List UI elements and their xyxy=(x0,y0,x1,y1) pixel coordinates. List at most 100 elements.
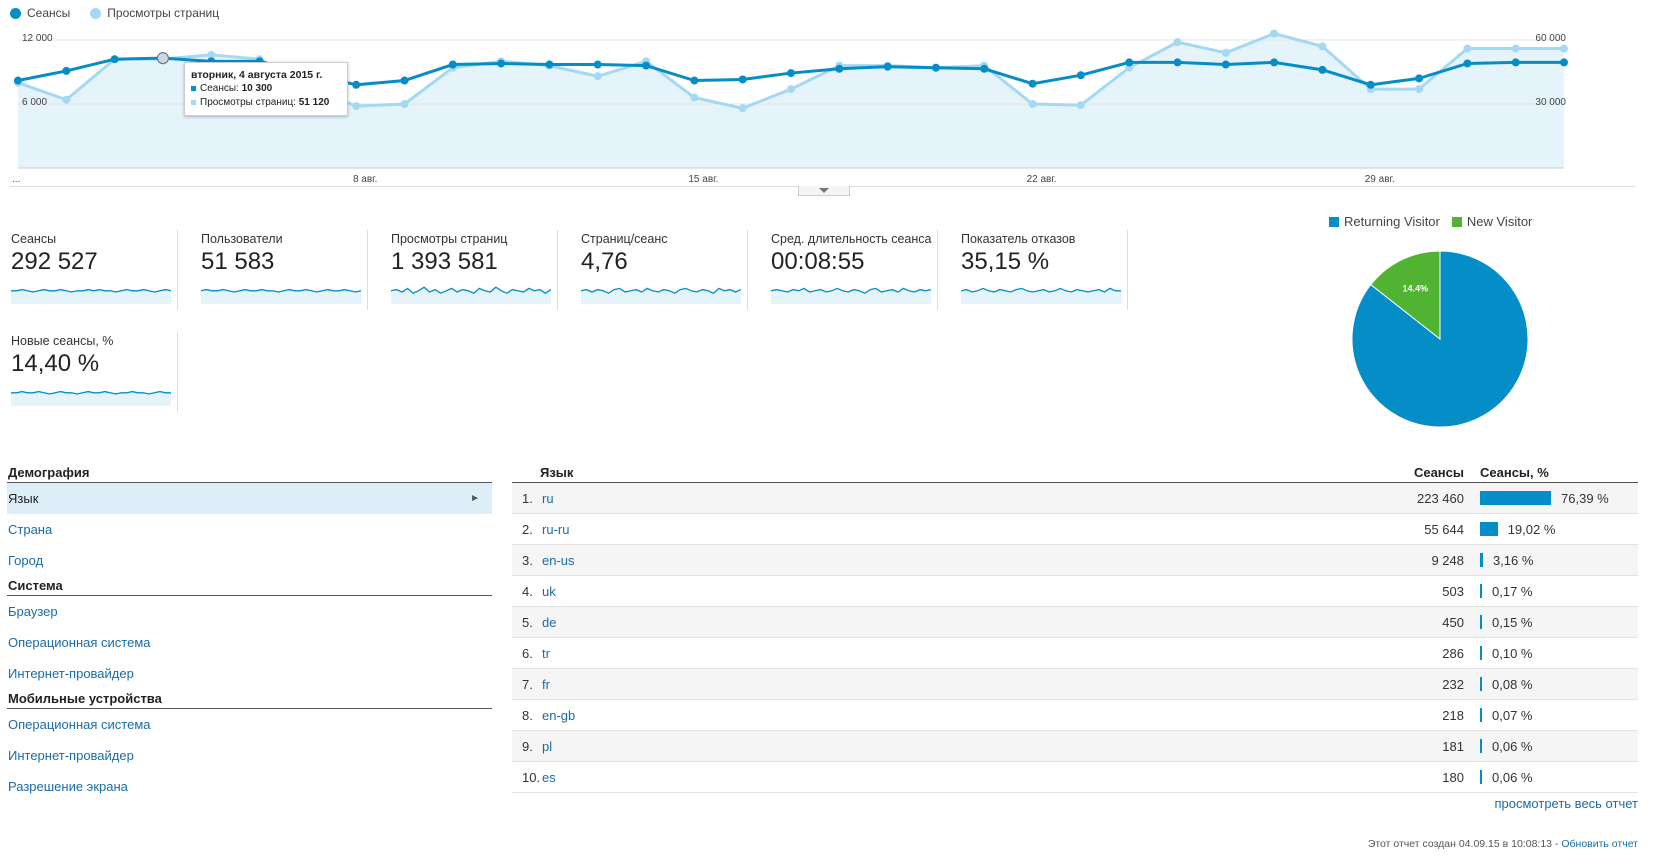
point-sessions-25[interactable] xyxy=(1221,60,1230,69)
row-language-link[interactable]: en-us xyxy=(542,553,575,568)
point-pageviews-30[interactable] xyxy=(1463,44,1472,53)
nav-item-os[interactable]: Операционная система xyxy=(8,635,151,650)
metric-label: Сеансы xyxy=(11,232,57,246)
point-pageviews-7[interactable] xyxy=(352,102,361,111)
point-sessions-1[interactable] xyxy=(62,66,71,75)
nav-item-mobile-isp[interactable]: Интернет-провайдер xyxy=(8,748,134,763)
nav-item-browser[interactable]: Браузер xyxy=(8,604,58,619)
point-pageviews-32[interactable] xyxy=(1560,44,1568,53)
point-sessions-20[interactable] xyxy=(980,64,989,73)
point-sessions-31[interactable] xyxy=(1511,58,1520,67)
point-sessions-23[interactable] xyxy=(1125,58,1134,67)
point-sessions-8[interactable] xyxy=(400,76,409,85)
point-pageviews-24[interactable] xyxy=(1173,38,1182,47)
point-sessions-28[interactable] xyxy=(1366,80,1375,89)
point-sessions-13[interactable] xyxy=(642,61,651,70)
point-sessions-10[interactable] xyxy=(497,59,506,68)
metric-sessions[interactable]: Сеансы 292 527 xyxy=(0,230,178,310)
point-pageviews-1[interactable] xyxy=(62,95,71,104)
pie-legend-new[interactable]: New Visitor xyxy=(1451,214,1532,229)
point-pageviews-4[interactable] xyxy=(207,50,216,59)
legend-item-pageviews[interactable]: Просмотры страниц xyxy=(90,6,219,20)
metric-pages-per-session[interactable]: Страниц/сеанс 4,76 xyxy=(570,230,748,310)
row-language-link[interactable]: de xyxy=(542,615,557,630)
point-sessions-29[interactable] xyxy=(1415,74,1424,83)
point-sessions-7[interactable] xyxy=(352,80,361,89)
point-sessions-0[interactable] xyxy=(14,76,22,85)
point-sessions-27[interactable] xyxy=(1318,65,1327,74)
metric-bounce-rate[interactable]: Показатель отказов 35,15 % xyxy=(950,230,1128,310)
point-sessions-19[interactable] xyxy=(931,63,940,72)
point-sessions-22[interactable] xyxy=(1076,71,1085,80)
row-sessions-pct: 0,08 % xyxy=(1492,677,1533,692)
point-pageviews-14[interactable] xyxy=(690,93,699,102)
sparkline-area xyxy=(581,288,741,304)
row-sessions-pct: 76,39 % xyxy=(1561,491,1609,506)
metric-label: Пользователи xyxy=(201,232,283,246)
new-visitor-square-icon xyxy=(1451,216,1462,227)
point-sessions-17[interactable] xyxy=(835,64,844,73)
point-pageviews-25[interactable] xyxy=(1221,48,1230,57)
point-sessions-15[interactable] xyxy=(738,75,747,84)
point-sessions-16[interactable] xyxy=(787,69,795,78)
point-sessions-18[interactable] xyxy=(883,62,892,71)
point-pageviews-29[interactable] xyxy=(1415,85,1424,94)
point-sessions-2[interactable] xyxy=(110,55,119,64)
point-sessions-21[interactable] xyxy=(1028,79,1037,88)
nav-item-city[interactable]: Город xyxy=(8,553,44,568)
row-sessions-pct: 0,06 % xyxy=(1492,770,1533,785)
point-pageviews-12[interactable] xyxy=(593,72,602,81)
metric-value: 00:08:55 xyxy=(771,248,865,275)
visitor-type-pie-chart[interactable]: 85.6%14.4% xyxy=(1345,244,1535,434)
point-sessions-24[interactable] xyxy=(1173,58,1182,67)
point-sessions-12[interactable] xyxy=(593,60,602,69)
pie-slice-new-visitor[interactable] xyxy=(1370,250,1441,341)
nav-item-screen-resolution[interactable]: Разрешение экрана xyxy=(8,779,128,794)
row-language-link[interactable]: en-gb xyxy=(542,708,576,723)
metric-pageviews[interactable]: Просмотры страниц 1 393 581 xyxy=(380,230,558,310)
row-language-link[interactable]: ru xyxy=(542,491,554,506)
collapse-chart-handle[interactable] xyxy=(798,186,850,196)
point-sessions-32[interactable] xyxy=(1560,58,1568,67)
point-pageviews-15[interactable] xyxy=(738,104,747,113)
row-language-link[interactable]: ru-ru xyxy=(542,522,570,537)
metric-users[interactable]: Пользователи 51 583 xyxy=(190,230,368,310)
point-pageviews-27[interactable] xyxy=(1318,42,1327,51)
metric-sparkline xyxy=(11,288,171,304)
row-language-link[interactable]: tr xyxy=(542,646,550,661)
hover-point-highlight xyxy=(156,52,170,65)
point-sessions-30[interactable] xyxy=(1463,59,1472,68)
row-sessions-pct-bar xyxy=(1480,584,1482,598)
nav-item-mobile-os[interactable]: Операционная система xyxy=(8,717,151,732)
point-sessions-9[interactable] xyxy=(448,60,457,69)
legend-item-sessions[interactable]: Сеансы xyxy=(10,6,70,20)
pie-legend-returning[interactable]: Returning Visitor xyxy=(1329,214,1440,229)
point-pageviews-26[interactable] xyxy=(1270,29,1279,38)
row-language-link[interactable]: pl xyxy=(542,739,553,754)
row-sessions: 55 644 xyxy=(1424,522,1464,537)
point-pageviews-22[interactable] xyxy=(1076,101,1085,110)
point-pageviews-16[interactable] xyxy=(787,85,795,94)
point-pageviews-8[interactable] xyxy=(400,100,409,108)
point-pageviews-31[interactable] xyxy=(1511,44,1520,53)
metric-sparkline xyxy=(961,287,1121,304)
nav-item-language[interactable]: Язык ► xyxy=(7,483,492,514)
metric-value: 14,40 % xyxy=(11,350,100,377)
point-sessions-11[interactable] xyxy=(545,60,554,69)
tooltip-pageviews-value: 51 120 xyxy=(298,97,330,108)
update-report-link[interactable]: Обновить отчет xyxy=(1561,838,1638,850)
metric-new-sessions[interactable]: Новые сеансы, % 14,40 % xyxy=(0,332,178,412)
table-body: 1. ru 223 460 76,39 % 2. ru-ru 55 644 19,02 % 3.… xyxy=(512,483,1638,793)
point-sessions-26[interactable] xyxy=(1270,58,1279,67)
x-tick-label: 29 авг. xyxy=(1365,174,1395,185)
point-pageviews-21[interactable] xyxy=(1028,100,1037,108)
nav-item-country[interactable]: Страна xyxy=(8,522,53,537)
view-full-report-link[interactable]: просмотреть весь отчет xyxy=(1494,796,1638,811)
nav-item-isp[interactable]: Интернет-провайдер xyxy=(8,666,134,681)
row-language-link[interactable]: uk xyxy=(542,584,556,599)
point-sessions-14[interactable] xyxy=(690,76,699,85)
row-language-link[interactable]: es xyxy=(542,770,556,785)
table-row: 1. ru 223 460 76,39 % xyxy=(512,483,1638,514)
metric-avg-session-duration[interactable]: Сред. длительность сеанса 00:08:55 xyxy=(760,230,938,310)
row-language-link[interactable]: fr xyxy=(542,677,550,692)
